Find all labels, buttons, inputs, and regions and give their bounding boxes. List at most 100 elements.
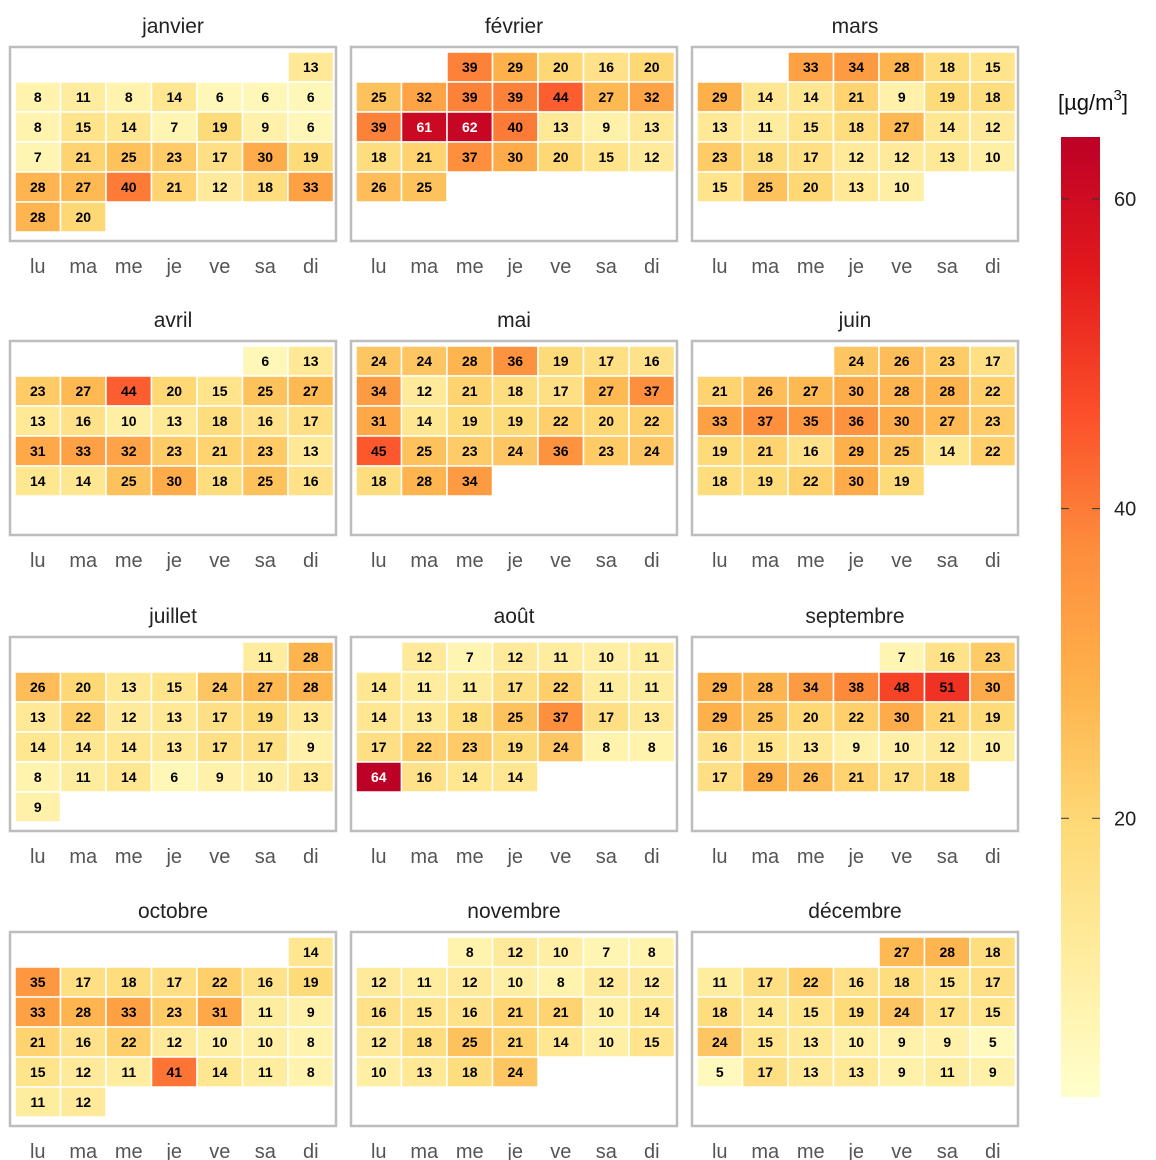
weekday-label: ma <box>751 846 780 868</box>
day-value: 28 <box>894 383 910 399</box>
day-value: 28 <box>462 353 478 369</box>
day-value: 26 <box>894 353 910 369</box>
day-value: 12 <box>848 149 864 165</box>
day-value: 25 <box>757 179 773 195</box>
day-cell <box>446 1056 494 1088</box>
day-cell <box>628 671 676 703</box>
month-title: avril <box>154 309 193 332</box>
day-value: 51 <box>939 679 955 695</box>
weekday-label: sa <box>596 846 618 868</box>
day-value: 21 <box>507 1034 523 1050</box>
weekday-label: me <box>115 550 143 572</box>
day-value: 12 <box>894 149 910 165</box>
day-cell <box>14 111 62 143</box>
weekday-label: je <box>506 256 523 278</box>
day-cell <box>400 345 448 377</box>
day-cell <box>59 435 107 467</box>
day-value: 27 <box>598 383 614 399</box>
day-cell <box>878 701 926 733</box>
day-value: 30 <box>166 473 182 489</box>
weekday-label: je <box>165 256 182 278</box>
day-value: 14 <box>121 119 137 135</box>
day-value: 13 <box>848 179 864 195</box>
day-cell <box>969 671 1017 703</box>
day-cell <box>923 141 971 173</box>
day-value: 40 <box>507 119 523 135</box>
day-value: 14 <box>416 413 432 429</box>
weekday-label: lu <box>712 1141 728 1160</box>
day-value: 25 <box>257 473 273 489</box>
weekday-label: sa <box>937 256 959 278</box>
day-value: 22 <box>553 413 569 429</box>
day-value: 15 <box>757 739 773 755</box>
day-cell <box>878 761 926 793</box>
day-value: 29 <box>848 443 864 459</box>
weekday-label: me <box>456 550 484 572</box>
day-cell <box>287 171 335 203</box>
day-cell <box>491 966 539 998</box>
day-value: 40 <box>121 179 137 195</box>
day-value: 37 <box>757 413 773 429</box>
day-cell <box>491 996 539 1028</box>
day-value: 12 <box>371 1034 387 1050</box>
day-cell <box>196 141 244 173</box>
day-value: 14 <box>939 119 955 135</box>
day-cell <box>355 465 403 497</box>
day-cell <box>582 345 630 377</box>
day-value: 22 <box>985 443 1001 459</box>
day-cell <box>14 375 62 407</box>
day-cell <box>628 405 676 437</box>
day-cell <box>969 141 1017 173</box>
day-cell <box>741 761 789 793</box>
day-value: 25 <box>416 443 432 459</box>
day-value: 17 <box>75 974 91 990</box>
month-panel: juin 24 26 23 17 21 26 27 30 28 28 22 33 37 35 36 30 27 23… <box>690 309 1020 572</box>
day-value: 6 <box>307 89 315 105</box>
day-value: 14 <box>757 1004 773 1020</box>
day-value: 9 <box>216 769 224 785</box>
day-cell <box>969 435 1017 467</box>
day-cell <box>582 51 630 83</box>
weekday-label: di <box>644 1141 660 1160</box>
day-value: 18 <box>985 944 1001 960</box>
day-value: 14 <box>507 769 523 785</box>
day-value: 18 <box>371 473 387 489</box>
day-value: 7 <box>602 944 610 960</box>
day-value: 48 <box>894 679 910 695</box>
month-frame <box>8 45 338 243</box>
weekday-label: ve <box>891 1141 912 1160</box>
day-cell <box>59 761 107 793</box>
day-cell <box>582 435 630 467</box>
day-value: 11 <box>644 649 659 665</box>
day-cell <box>150 375 198 407</box>
weekday-label: me <box>797 256 825 278</box>
day-value: 15 <box>803 1004 819 1020</box>
month-panel: janvier 13 8 11 8 14 6 6 6 8 15 14 7 19 9 6 7 21 25 23 17 30 1… <box>8 15 338 278</box>
day-cell <box>696 1056 744 1088</box>
day-value: 24 <box>212 679 228 695</box>
day-value: 14 <box>121 769 137 785</box>
day-value: 20 <box>644 59 660 75</box>
weekday-label: me <box>115 1141 143 1160</box>
day-value: 23 <box>462 739 478 755</box>
day-value: 21 <box>75 149 91 165</box>
day-value: 41 <box>166 1064 182 1080</box>
weekday-label: je <box>847 550 864 572</box>
day-value: 44 <box>553 89 569 105</box>
day-value: 34 <box>462 473 478 489</box>
day-value: 24 <box>848 353 864 369</box>
day-value: 11 <box>30 1094 45 1110</box>
day-value: 36 <box>848 413 864 429</box>
day-value: 13 <box>166 739 182 755</box>
day-cell <box>14 435 62 467</box>
weekday-label: ma <box>69 1141 98 1160</box>
day-value: 18 <box>507 383 523 399</box>
day-value: 21 <box>939 709 955 725</box>
day-cell <box>537 435 585 467</box>
day-value: 28 <box>303 679 319 695</box>
day-cell <box>491 701 539 733</box>
day-cell <box>355 345 403 377</box>
day-value: 36 <box>507 353 523 369</box>
day-value: 9 <box>34 799 42 815</box>
day-value: 25 <box>371 89 387 105</box>
